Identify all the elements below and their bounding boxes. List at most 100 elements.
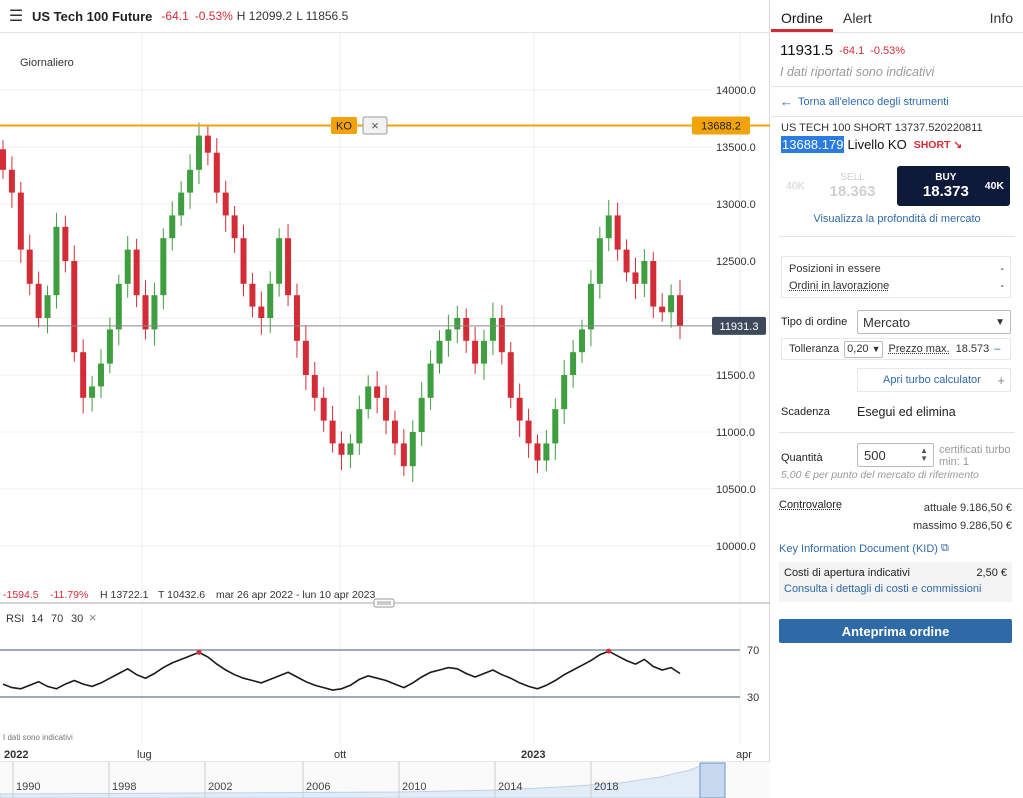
positions-value: - — [1000, 263, 1004, 275]
tab-ordine[interactable]: Ordine — [771, 10, 834, 32]
order-value-link[interactable]: Controvalore — [779, 499, 842, 511]
candle-body — [195, 135, 202, 170]
indicative-note: I dati riportati sono indicativi — [780, 65, 935, 79]
chart-svg[interactable]: Giornaliero 14000.0 13500.0 13000.0 12500.0… — [0, 33, 770, 798]
current-price: 11931.5 — [780, 42, 834, 59]
rsi-close-icon[interactable]: × — [89, 610, 97, 625]
tab-info[interactable]: Info — [989, 10, 1013, 26]
stats-high: H 13722.1 — [100, 589, 149, 601]
preview-order-button[interactable]: Anteprima ordine — [779, 619, 1012, 643]
candle-body — [418, 397, 425, 432]
order-value-label: Controvalore — [779, 499, 842, 511]
candle-body — [534, 443, 541, 461]
sell-button[interactable]: 40K SELL 18.363 — [782, 166, 895, 206]
candle-body — [454, 318, 461, 330]
candle-body — [178, 192, 185, 216]
candle-body — [400, 443, 407, 467]
period-label: Giornaliero — [20, 57, 74, 69]
stats-change-pct: -11.79% — [50, 589, 88, 601]
price-tick-label: 11500.0 — [716, 370, 755, 382]
candle-body — [614, 215, 621, 250]
costs-details-link[interactable]: Consulta i dettagli di costi e commissio… — [784, 583, 982, 595]
ko-level-row: 13688.179 Livello KO SHORT ↘ — [781, 136, 962, 153]
candle-body — [142, 295, 149, 330]
pending-orders-link[interactable]: Ordini in lavorazione — [789, 280, 890, 292]
navigator-year-label: 2006 — [306, 781, 330, 793]
navigator-year-label: 2018 — [594, 781, 618, 793]
candle-body — [26, 249, 33, 284]
kid-label: Key Information Document (KID) — [779, 542, 938, 555]
candle-body — [605, 215, 612, 239]
minus-icon[interactable]: – — [994, 343, 1001, 355]
price-tick-label: 13500.0 — [716, 142, 756, 154]
rsi-legend: RSI 14 70 30 × — [6, 610, 97, 625]
candle-body — [543, 443, 550, 461]
candle-body — [240, 238, 247, 284]
turbo-calculator-label: Apri turbo calculator — [883, 374, 981, 386]
tolerance-select[interactable]: 0,20 ▼ — [844, 340, 884, 358]
navigator-year-label: 2002 — [208, 781, 232, 793]
candle-body — [258, 306, 265, 318]
instrument-name: US TECH 100 SHORT 13737.520220811 — [781, 122, 983, 134]
navigator-area — [0, 765, 726, 798]
candle-body — [53, 226, 60, 296]
candle-body — [436, 340, 443, 364]
market-depth-link[interactable]: Visualizza la profondità di mercato — [813, 213, 981, 225]
instrument-title: US Tech 100 Future — [32, 8, 153, 24]
candle-body — [160, 238, 167, 296]
candle-body — [338, 443, 345, 455]
rsi-upper-label: 70 — [747, 645, 759, 657]
quantity-stepper[interactable]: 500 ▲ ▼ — [857, 443, 934, 467]
navigator-window[interactable] — [699, 762, 726, 798]
price-tick-label: 12500.0 — [716, 256, 756, 268]
time-label-2022: 2022 — [4, 749, 28, 761]
chart-pane: ☰ US Tech 100 Future -64.1 -0.53% H 1209… — [0, 0, 770, 798]
candle-body — [293, 295, 300, 341]
certificate-type: certificati turbo — [939, 444, 1011, 456]
header-low: L 11856.5 — [296, 9, 349, 23]
header-change: -64.1 — [161, 9, 189, 23]
order-type-select[interactable]: Mercato ▼ — [857, 310, 1011, 334]
chart-header: ☰ US Tech 100 Future -64.1 -0.53% H 1209… — [0, 0, 770, 33]
turbo-calculator-link[interactable]: Apri turbo calculator + — [857, 368, 1011, 392]
kid-link[interactable]: Key Information Document (KID) ⧉ — [779, 542, 949, 555]
chevron-down-icon: ▼ — [871, 344, 881, 354]
header-high: H 12099.2 — [236, 9, 293, 23]
time-label-lug: lug — [137, 749, 152, 761]
pane-resize-handle[interactable] — [373, 598, 395, 608]
candle-body — [365, 386, 372, 410]
buy-button[interactable]: BUY 18.373 40K — [897, 166, 1010, 206]
candle-body — [231, 215, 238, 239]
tolerance-label: Tolleranza — [789, 343, 840, 355]
price-change: -64.1 — [839, 44, 865, 57]
rsi-overbought-marker — [606, 648, 612, 654]
hamburger-icon[interactable]: ☰ — [8, 8, 24, 25]
positions-label: Posizioni in essere — [789, 263, 881, 275]
sell-price: 18.363 — [829, 183, 876, 200]
ko-remove-button[interactable] — [362, 116, 388, 135]
back-link[interactable]: ← Torna all'elenco degli strumenti — [780, 94, 949, 109]
candle-body — [151, 295, 158, 330]
price-summary: 11931.5 -64.1 -0.53% — [780, 42, 905, 59]
pending-orders-row: Ordini in lavorazione - — [789, 280, 1004, 292]
header-change-pct: -0.53% — [194, 9, 233, 23]
candle-body — [650, 261, 657, 307]
candle-body — [668, 295, 675, 313]
stats-low: T 10432.6 — [158, 589, 205, 601]
candle-body — [35, 283, 42, 318]
price-tick-label: 11000.0 — [716, 427, 755, 439]
candle-body — [659, 306, 666, 313]
candle-body — [516, 397, 523, 421]
price-tick-label: 13000.0 — [716, 199, 756, 211]
chart-stats: -1594.5 -11.79% H 13722.1 T 10432.6 mar … — [3, 589, 376, 601]
per-point-note: 5,00 € per punto del mercato di riferime… — [781, 469, 979, 481]
tab-alert[interactable]: Alert — [843, 10, 872, 26]
close-icon[interactable]: × — [371, 118, 379, 133]
order-values: attuale 9.186,50 € massimo 9.286,50 € — [913, 499, 1012, 535]
expiry-label: Scadenza — [781, 406, 830, 418]
price-tick-label: 10500.0 — [716, 484, 756, 496]
order-type-value: Mercato — [863, 314, 910, 330]
ko-tag-label: KO — [336, 121, 352, 133]
stepper-arrows-icon[interactable]: ▲ ▼ — [920, 446, 928, 463]
candle-body — [106, 329, 113, 364]
